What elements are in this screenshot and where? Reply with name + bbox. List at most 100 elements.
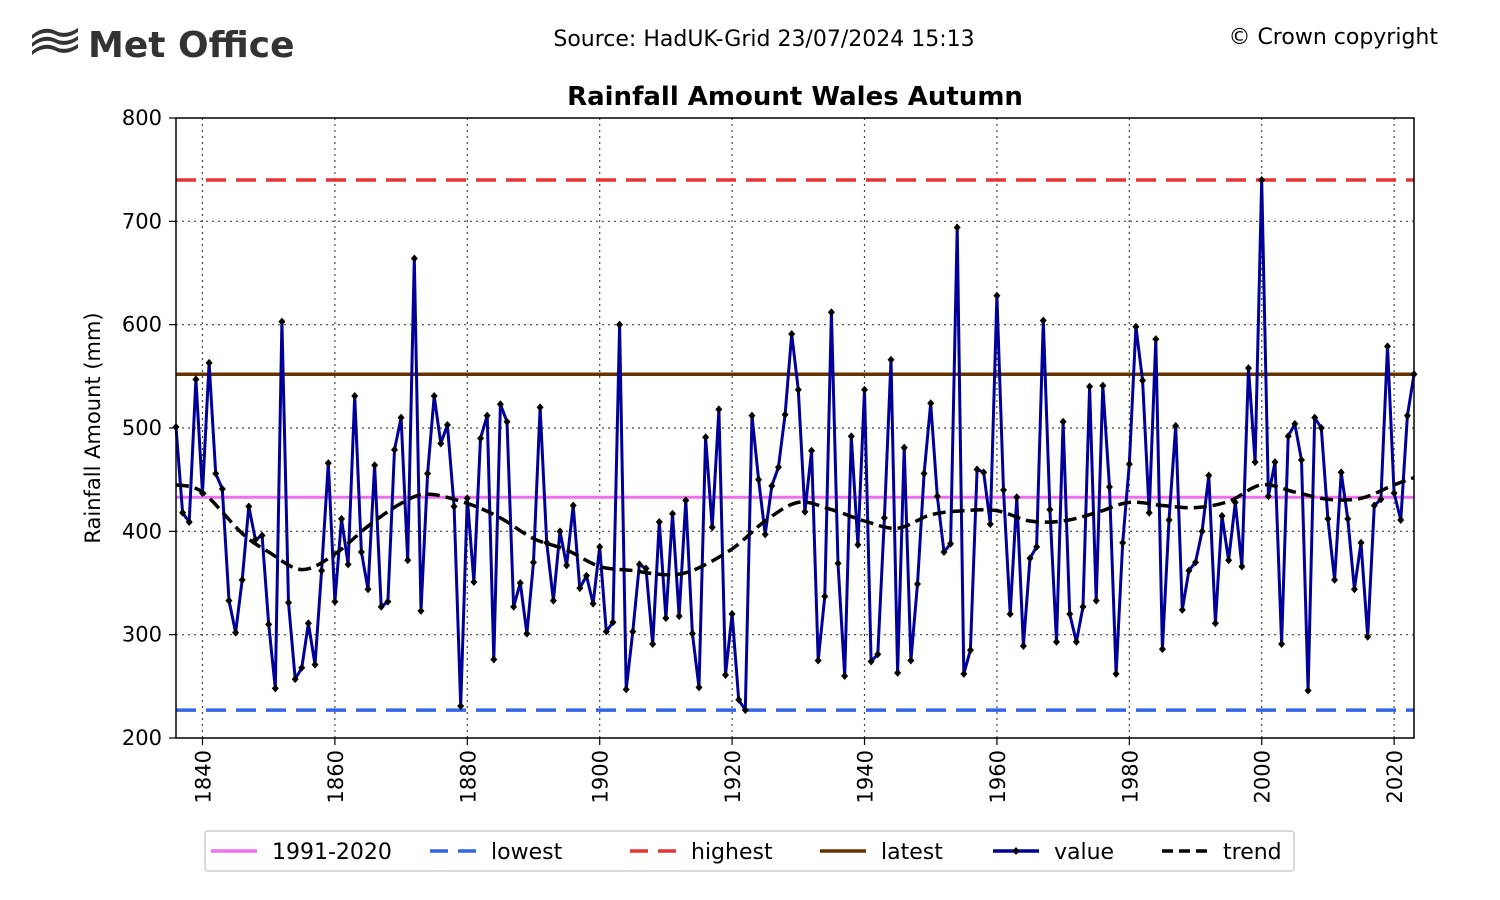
y-tick-label: 600 (122, 313, 162, 337)
value-point (1344, 514, 1352, 523)
value-point (1105, 482, 1113, 491)
value-point (609, 618, 617, 627)
value-series-line (174, 178, 1416, 712)
value-point (1291, 419, 1299, 428)
value-point (377, 602, 385, 611)
value-point (258, 531, 266, 540)
legend-item-lowest: lowest (430, 840, 563, 865)
x-tick-label: 1880 (456, 750, 480, 803)
value-point (1099, 381, 1107, 390)
value-point (1000, 486, 1008, 494)
logo-text: Met Office (88, 25, 295, 66)
value-point (1013, 493, 1021, 502)
value-point (576, 584, 584, 593)
value-point (642, 564, 650, 573)
value-point (291, 675, 299, 684)
value-point (179, 508, 187, 517)
value-point (993, 291, 1001, 300)
value-point (1026, 554, 1034, 563)
value-point (271, 684, 279, 693)
value-point (966, 646, 974, 655)
value-point (1244, 364, 1252, 373)
value-point (569, 501, 577, 510)
value-point (238, 575, 246, 584)
value-point (867, 657, 875, 666)
value-point (318, 566, 326, 575)
value-point (1205, 471, 1213, 480)
legend-label: value (1054, 840, 1114, 865)
value-point (801, 507, 809, 516)
value-point (1139, 376, 1147, 385)
value-point (298, 663, 306, 672)
value-point (192, 375, 200, 384)
value-point (728, 610, 736, 618)
value-point (655, 518, 663, 527)
value-point (543, 538, 551, 547)
value-point (364, 585, 372, 594)
value-point (205, 358, 213, 367)
value-point (986, 520, 994, 529)
value-point (490, 655, 498, 664)
value-point (980, 468, 988, 477)
value-point (1377, 495, 1385, 504)
legend-label: lowest (491, 840, 563, 865)
value-point (549, 596, 557, 605)
value-point (715, 405, 723, 414)
value-point (596, 542, 604, 551)
value-point (854, 540, 862, 549)
value-point (953, 223, 961, 232)
value-point (1331, 575, 1339, 584)
x-tick-label: 1940 (854, 750, 878, 803)
value-point (622, 685, 630, 694)
value-point (1211, 619, 1219, 628)
value-point (1278, 639, 1286, 648)
value-point (675, 612, 683, 621)
reference-lines (176, 178, 1414, 712)
value-point (1350, 585, 1358, 594)
value-point (861, 385, 869, 394)
value-point (708, 523, 716, 532)
copyright-label: © Crown copyright (1228, 25, 1438, 50)
value-point (1370, 501, 1378, 510)
value-point (582, 571, 590, 580)
value-point (536, 403, 544, 412)
value-point (940, 548, 948, 556)
value-point (212, 469, 220, 478)
value-point (947, 539, 955, 548)
value-point (973, 465, 981, 474)
value-point (357, 548, 365, 556)
value-point (1271, 458, 1279, 467)
value-point (808, 446, 816, 455)
value-point (1384, 342, 1392, 351)
legend-item-highest: highest (630, 840, 773, 865)
x-tick-label: 1920 (721, 750, 745, 803)
x-tick-label: 2020 (1383, 750, 1407, 803)
value-point (616, 320, 624, 329)
value-point (1006, 610, 1014, 618)
value-point (251, 535, 259, 544)
value-point (913, 580, 921, 589)
legend-item-baseline: 1991-2020 (211, 840, 392, 865)
met-office-logo: Met Office (32, 25, 295, 66)
value-point (344, 560, 352, 569)
value-point (1231, 498, 1239, 507)
value-point (920, 469, 928, 478)
value-point (721, 670, 729, 679)
series-layer (172, 176, 1418, 715)
legend-item-value: value (993, 840, 1114, 865)
value-point (1317, 424, 1325, 432)
value-point (404, 556, 412, 565)
value-point (1033, 542, 1041, 551)
value-point (523, 629, 531, 638)
value-point (563, 561, 571, 570)
y-tick-label: 400 (122, 519, 162, 543)
value-point (1132, 322, 1140, 331)
value-point (496, 400, 504, 409)
value-point (278, 317, 286, 326)
value-point (417, 606, 425, 615)
value-point (185, 518, 193, 527)
value-point (457, 701, 465, 710)
value-point (662, 614, 670, 623)
value-point (1403, 411, 1411, 420)
value-point (841, 672, 849, 680)
